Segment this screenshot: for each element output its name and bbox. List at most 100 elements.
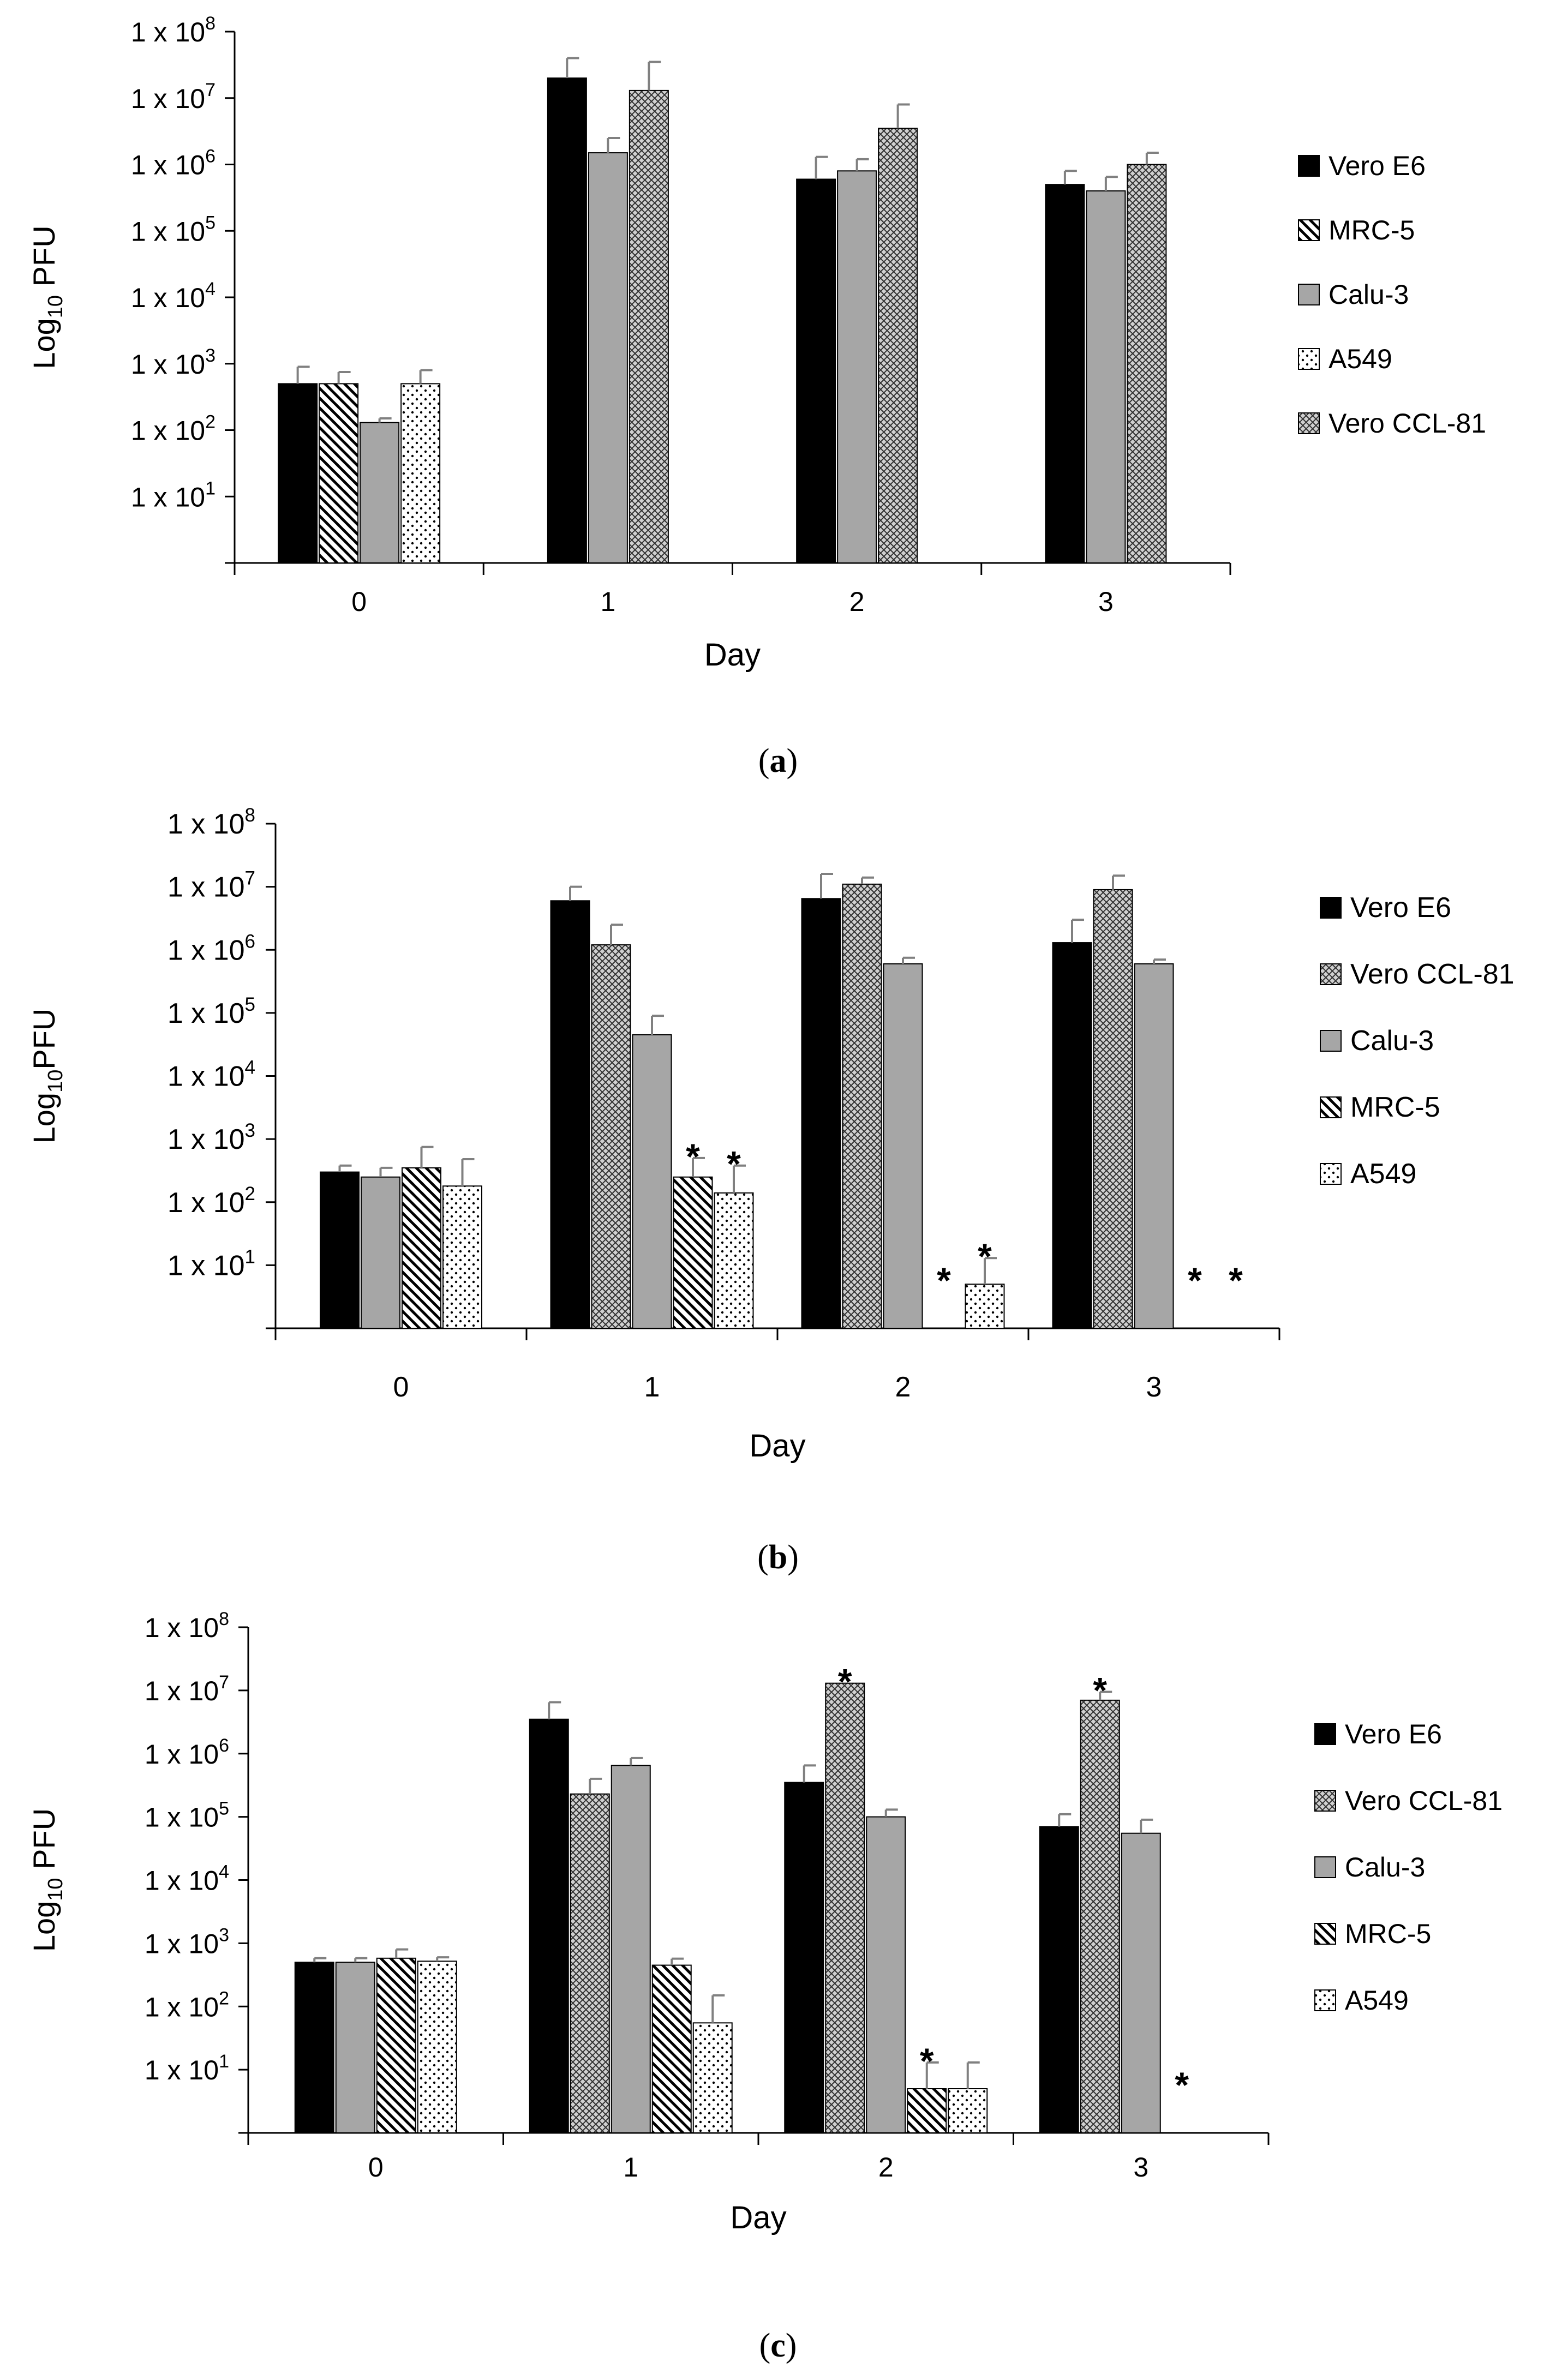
legend-label-mrc-5: MRC-5 [1345,1919,1431,1949]
y-axis-title: Log10 PFU [27,1808,67,1952]
caption-a: (a) [758,742,798,780]
x-category-label: 0 [351,586,367,617]
bar-a549-day-2 [948,2088,988,2133]
bar-calu-3-day-2 [883,963,923,1329]
legend-label-vero-ccl-81: Vero CCL-81 [1350,958,1515,990]
legend-swatch-a549 [1298,348,1320,370]
bar-mrc-5-day-1 [651,1964,692,2134]
y-tick-label: 1 x 102 [167,1183,255,1219]
bar-a549-day-0 [400,383,441,563]
y-tick-label: 1 x 104 [145,1862,229,1896]
chart-a: 1 x 101 1 x 102 1 x 103 1 x 104 1 x 105 1 x 1… [27,13,1486,673]
bar-vero-ccl-81-day-2 [842,883,882,1329]
legend-swatch-vero-ccl-81 [1314,1790,1336,1812]
significance-star: * [1175,2065,1189,2105]
bar-vero-e6-day-2 [784,1782,824,2133]
significance-star: * [920,2041,934,2081]
significance-star: * [686,1136,700,1177]
bar-mrc-5-day-0 [319,383,359,563]
bar-mrc-5-day-0 [376,1957,416,2133]
bar-vero-e6-day-0 [294,1962,334,2133]
legend-label-calu-3: Calu-3 [1350,1025,1434,1057]
y-axis-title: Log10PFU [27,1009,67,1144]
y-tick-label: 1 x 107 [131,80,216,114]
legend-label-vero-ccl-81: Vero CCL-81 [1345,1785,1503,1816]
bar-vero-e6-day-3 [1052,942,1092,1329]
legend-label-vero-ccl-81: Vero CCL-81 [1328,408,1486,439]
legend-swatch-mrc-5 [1298,219,1320,241]
y-tick-label: 1 x 107 [145,1672,229,1706]
bar-calu-3-day-1 [588,152,628,563]
significance-star: * [978,1236,992,1276]
bar-vero-e6-day-1 [547,77,587,563]
y-tick-label: 1 x 101 [131,478,216,512]
y-tick-label: 1 x 108 [145,1609,229,1643]
x-axis-title: Day [704,637,761,673]
x-category-label: 2 [895,1371,911,1403]
x-category-label: 3 [1146,1371,1162,1403]
y-tick-label: 1 x 108 [131,13,216,47]
figure-panel-c: 1 x 101 1 x 102 1 x 103 1 x 104 1 x 105 1 x 1… [0,1587,1556,2380]
legend-label-calu-3: Calu-3 [1345,1852,1425,1883]
y-tick-label: 1 x 107 [167,868,255,903]
bar-vero-e6-day-3 [1045,184,1085,563]
legend-swatch-a549 [1314,1989,1336,2011]
bar-calu-3-day-3 [1086,190,1126,563]
x-category-label: 0 [393,1371,409,1403]
legend-label-a549: A549 [1328,344,1392,374]
bar-vero-ccl-81-day-2 [878,128,918,564]
legend-swatch-calu-3 [1298,284,1320,305]
legend-swatch-vero-e6 [1314,1723,1336,1745]
bar-vero-ccl-81-day-1 [591,944,631,1329]
legend-label-vero-e6: Vero E6 [1345,1719,1442,1749]
legend-swatch-vero-ccl-81 [1298,412,1320,434]
bar-calu-3-day-3 [1134,963,1174,1329]
legend-label-calu-3: Calu-3 [1328,279,1409,310]
bar-a549-day-0 [417,1961,457,2134]
legend-swatch-mrc-5 [1314,1923,1336,1945]
bar-a549-day-1 [692,2022,733,2133]
bar-calu-3-day-1 [632,1034,672,1329]
y-tick-label: 1 x 102 [145,1988,229,2022]
bar-mrc-5-day-1 [673,1176,713,1329]
legend-label-vero-e6: Vero E6 [1328,151,1426,181]
legend-label-a549: A549 [1350,1158,1416,1190]
bar-vero-ccl-81-day-2 [825,1682,865,2133]
legend-swatch-calu-3 [1320,1030,1342,1052]
y-tick-label: 1 x 105 [131,212,216,247]
x-category-label: 2 [849,586,865,617]
bar-calu-3-day-2 [866,1816,906,2133]
y-tick-label: 1 x 103 [145,1925,229,1959]
significance-star: * [727,1144,741,1184]
bar-vero-ccl-81-day-1 [629,89,669,564]
y-tick-label: 1 x 102 [131,412,216,446]
bar-vero-e6-day-0 [320,1171,360,1329]
bar-a549-day-0 [442,1185,482,1329]
bar-vero-e6-day-0 [278,383,318,563]
x-category-label: 1 [644,1371,660,1403]
legend-swatch-calu-3 [1314,1856,1336,1878]
bar-calu-3-day-1 [611,1765,651,2133]
bar-vero-ccl-81-day-1 [570,1793,610,2133]
bar-calu-3-day-0 [335,1962,375,2133]
y-tick-label: 1 x 104 [131,279,216,313]
bar-vero-e6-day-2 [796,178,836,563]
x-category-label: 3 [1098,586,1114,617]
y-tick-label: 1 x 106 [131,146,216,181]
x-category-label: 2 [878,2152,894,2183]
bar-vero-ccl-81-day-3 [1080,1699,1120,2133]
bar-vero-e6-day-3 [1039,1826,1079,2133]
legend-swatch-vero-e6 [1320,897,1342,919]
bar-calu-3-day-0 [361,1176,400,1329]
bar-calu-3-day-0 [360,422,400,563]
y-tick-label: 1 x 104 [167,1057,255,1093]
bar-mrc-5-day-0 [402,1167,441,1329]
y-tick-label: 1 x 106 [145,1735,229,1770]
x-category-label: 0 [368,2152,384,2183]
x-axis-title: Day [730,2200,786,2235]
y-tick-label: 1 x 103 [167,1120,255,1155]
y-tick-label: 1 x 101 [145,2051,229,2085]
legend-label-a549: A549 [1345,1985,1409,2016]
bar-vero-ccl-81-day-3 [1127,164,1167,563]
figure-panel-a: 1 x 101 1 x 102 1 x 103 1 x 104 1 x 105 1 x 1… [0,0,1556,791]
